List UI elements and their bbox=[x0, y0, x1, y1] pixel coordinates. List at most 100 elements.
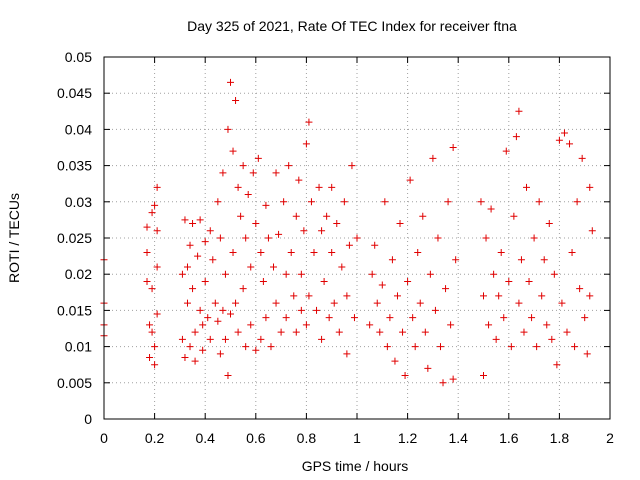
data-point bbox=[209, 256, 217, 264]
data-point bbox=[485, 321, 493, 329]
data-point bbox=[151, 343, 159, 351]
data-point bbox=[345, 241, 353, 249]
data-point bbox=[224, 372, 232, 380]
data-point bbox=[411, 343, 419, 351]
data-point bbox=[232, 96, 240, 104]
data-point bbox=[272, 299, 280, 307]
data-point bbox=[282, 314, 290, 322]
data-point bbox=[252, 346, 260, 354]
data-point bbox=[376, 328, 384, 336]
data-point bbox=[335, 328, 343, 336]
axis-ticks: 0 0.2 0.4 0.6 0.8 1 1.2 1.4 1.6 1.8 2 0 0.005 0.01 0.0… bbox=[57, 49, 614, 446]
data-point bbox=[262, 201, 270, 209]
data-point bbox=[588, 227, 596, 235]
data-point bbox=[247, 321, 255, 329]
data-point bbox=[189, 220, 197, 228]
data-point bbox=[424, 364, 432, 372]
data-point bbox=[153, 310, 161, 318]
data-point bbox=[578, 154, 586, 162]
data-point bbox=[328, 183, 336, 191]
y-tick-label: 0.04 bbox=[65, 121, 92, 137]
x-tick-label: 0.4 bbox=[195, 430, 215, 446]
data-point bbox=[538, 292, 546, 300]
data-point bbox=[333, 220, 341, 228]
data-point bbox=[183, 299, 191, 307]
data-point bbox=[548, 335, 556, 343]
x-tick-label: 1.2 bbox=[398, 430, 418, 446]
data-point bbox=[242, 343, 250, 351]
y-tick-label: 0.05 bbox=[65, 49, 92, 65]
data-point bbox=[545, 220, 553, 228]
data-point bbox=[272, 169, 280, 177]
data-point bbox=[406, 176, 414, 184]
data-point bbox=[214, 317, 222, 325]
data-point bbox=[285, 162, 293, 170]
data-point bbox=[148, 328, 156, 336]
data-point bbox=[239, 285, 247, 293]
data-point bbox=[229, 248, 237, 256]
data-point bbox=[366, 321, 374, 329]
data-point bbox=[396, 220, 404, 228]
data-point bbox=[340, 198, 348, 206]
data-point bbox=[259, 277, 267, 285]
data-point bbox=[530, 234, 538, 242]
data-point bbox=[305, 292, 313, 300]
data-point bbox=[568, 248, 576, 256]
data-point bbox=[401, 372, 409, 380]
data-point bbox=[189, 285, 197, 293]
data-point bbox=[502, 147, 510, 155]
data-point bbox=[300, 227, 308, 235]
data-point bbox=[576, 285, 584, 293]
data-point bbox=[186, 241, 194, 249]
x-axis-title: GPS time / hours bbox=[302, 458, 409, 474]
data-point bbox=[535, 198, 543, 206]
data-point bbox=[234, 183, 242, 191]
data-point bbox=[151, 361, 159, 369]
data-point bbox=[295, 176, 303, 184]
data-point bbox=[421, 328, 429, 336]
data-point bbox=[558, 299, 566, 307]
data-point bbox=[199, 321, 207, 329]
x-tick-label: 0.8 bbox=[297, 430, 317, 446]
data-point bbox=[244, 191, 252, 199]
y-tick-label: 0.015 bbox=[57, 302, 92, 318]
data-point bbox=[227, 310, 234, 318]
data-point bbox=[581, 314, 589, 322]
data-point bbox=[206, 227, 214, 235]
data-point bbox=[257, 335, 265, 343]
data-point bbox=[431, 306, 439, 314]
data-point bbox=[143, 248, 151, 256]
data-point bbox=[305, 118, 313, 126]
x-tick-label: 0.2 bbox=[145, 430, 165, 446]
data-point bbox=[505, 277, 513, 285]
data-point bbox=[449, 144, 457, 151]
data-point bbox=[302, 321, 310, 329]
data-point bbox=[219, 306, 227, 314]
y-axis-title: ROTI / TECUs bbox=[6, 193, 22, 283]
chart-title: Day 325 of 2021, Rate Of TEC Index for r… bbox=[187, 18, 517, 34]
data-point bbox=[275, 230, 283, 238]
data-point bbox=[282, 270, 290, 278]
y-tick-label: 0.035 bbox=[57, 158, 92, 174]
x-tick-label: 2 bbox=[606, 430, 614, 446]
y-tick-label: 0.045 bbox=[57, 85, 92, 101]
data-point bbox=[343, 350, 351, 358]
data-point bbox=[153, 263, 161, 271]
data-point bbox=[310, 248, 318, 256]
data-point bbox=[211, 299, 219, 307]
data-point bbox=[515, 107, 523, 115]
data-point bbox=[242, 234, 250, 242]
data-point bbox=[442, 285, 450, 293]
data-point bbox=[201, 277, 209, 285]
data-point bbox=[512, 133, 520, 141]
data-point bbox=[507, 343, 515, 351]
data-point bbox=[234, 328, 242, 336]
data-point bbox=[409, 314, 417, 322]
x-tick-label: 1 bbox=[353, 430, 361, 446]
data-point bbox=[186, 343, 194, 351]
data-point bbox=[447, 321, 455, 329]
data-point bbox=[500, 314, 508, 322]
data-point bbox=[343, 292, 351, 300]
data-point bbox=[214, 198, 222, 206]
